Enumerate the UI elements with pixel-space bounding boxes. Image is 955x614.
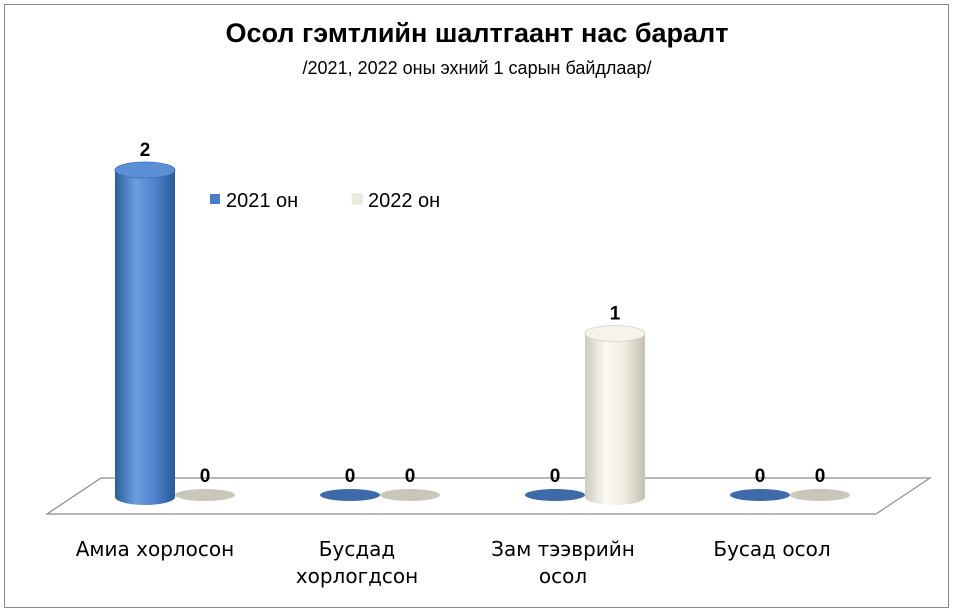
bar-zero-disc (790, 489, 850, 501)
category-labels-layer: Амиа хорлосон Бусдад хорлогдсон Зам тээврий… (76, 537, 831, 588)
legend-label-2021: 2021 он (226, 190, 298, 212)
data-label: 0 (345, 466, 356, 487)
legend-swatch-2021 (210, 194, 220, 204)
data-label: 0 (200, 466, 211, 487)
bar-zero-disc (525, 489, 585, 501)
data-label: 0 (405, 466, 416, 487)
data-label: 2 (140, 140, 151, 161)
chart-subtitle: /2021, 2022 оны эхний 1 сарын байдлаар/ (303, 58, 652, 78)
bar (380, 489, 440, 501)
category-label: Бусдад (319, 537, 395, 561)
category-label: осол (539, 564, 587, 588)
bar-top (584, 325, 646, 342)
bar-body (585, 333, 645, 505)
data-label: 0 (550, 466, 561, 487)
bar (730, 489, 790, 501)
bar (525, 489, 585, 501)
legend-label-2022: 2022 он (368, 190, 440, 212)
bar-top (114, 161, 176, 179)
category-label: Зам тээврийн (491, 537, 635, 561)
category-label: хорлогдсон (296, 564, 418, 588)
chart-floor (45, 477, 932, 515)
bars-layer (114, 161, 850, 505)
legend: 2021 он 2022 он (210, 190, 440, 212)
bar (320, 489, 380, 501)
category-label: Бусад осол (713, 537, 830, 561)
data-label: 0 (815, 466, 826, 487)
chart-title: Осол гэмтлийн шалтгаант нас баралт (226, 18, 729, 48)
bar (175, 489, 235, 501)
bar-zero-disc (730, 489, 790, 501)
category-label: Амиа хорлосон (76, 537, 234, 561)
legend-swatch-2022 (351, 193, 363, 205)
data-label: 0 (755, 466, 766, 487)
data-label: 1 (610, 304, 621, 325)
bar-zero-disc (320, 489, 380, 501)
bar-zero-disc (175, 489, 235, 501)
bar-zero-disc (380, 489, 440, 501)
bar (114, 161, 176, 505)
bar-body (115, 170, 175, 505)
data-labels-layer: 2 0 0 0 0 1 0 0 (140, 140, 826, 487)
bar (584, 325, 646, 505)
bar (790, 489, 850, 501)
